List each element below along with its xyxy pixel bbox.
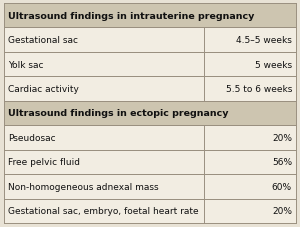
- Bar: [4, 126, 296, 150]
- Text: 60%: 60%: [272, 182, 292, 191]
- Text: 5.5 to 6 weeks: 5.5 to 6 weeks: [226, 85, 292, 94]
- Bar: [4, 4, 296, 28]
- Text: Gestational sac: Gestational sac: [8, 36, 78, 45]
- Bar: [4, 101, 296, 126]
- Bar: [4, 28, 296, 53]
- Bar: [4, 150, 296, 174]
- Text: Non-homogeneous adnexal mass: Non-homogeneous adnexal mass: [8, 182, 159, 191]
- Text: 20%: 20%: [272, 206, 292, 215]
- Text: Pseudosac: Pseudosac: [8, 133, 56, 142]
- Text: 5 weeks: 5 weeks: [255, 60, 292, 69]
- Text: Ultrasound findings in ectopic pregnancy: Ultrasound findings in ectopic pregnancy: [8, 109, 229, 118]
- Text: Free pelvic fluid: Free pelvic fluid: [8, 158, 80, 167]
- Text: 56%: 56%: [272, 158, 292, 167]
- Bar: [4, 199, 296, 223]
- Text: 4.5–5 weeks: 4.5–5 weeks: [236, 36, 292, 45]
- Text: Ultrasound findings in intrauterine pregnancy: Ultrasound findings in intrauterine preg…: [8, 12, 254, 21]
- Text: 20%: 20%: [272, 133, 292, 142]
- Bar: [4, 53, 296, 77]
- Bar: [4, 174, 296, 199]
- Text: Cardiac activity: Cardiac activity: [8, 85, 79, 94]
- Bar: [4, 77, 296, 101]
- Text: Yolk sac: Yolk sac: [8, 60, 44, 69]
- Text: Gestational sac, embryo, foetal heart rate: Gestational sac, embryo, foetal heart ra…: [8, 206, 199, 215]
